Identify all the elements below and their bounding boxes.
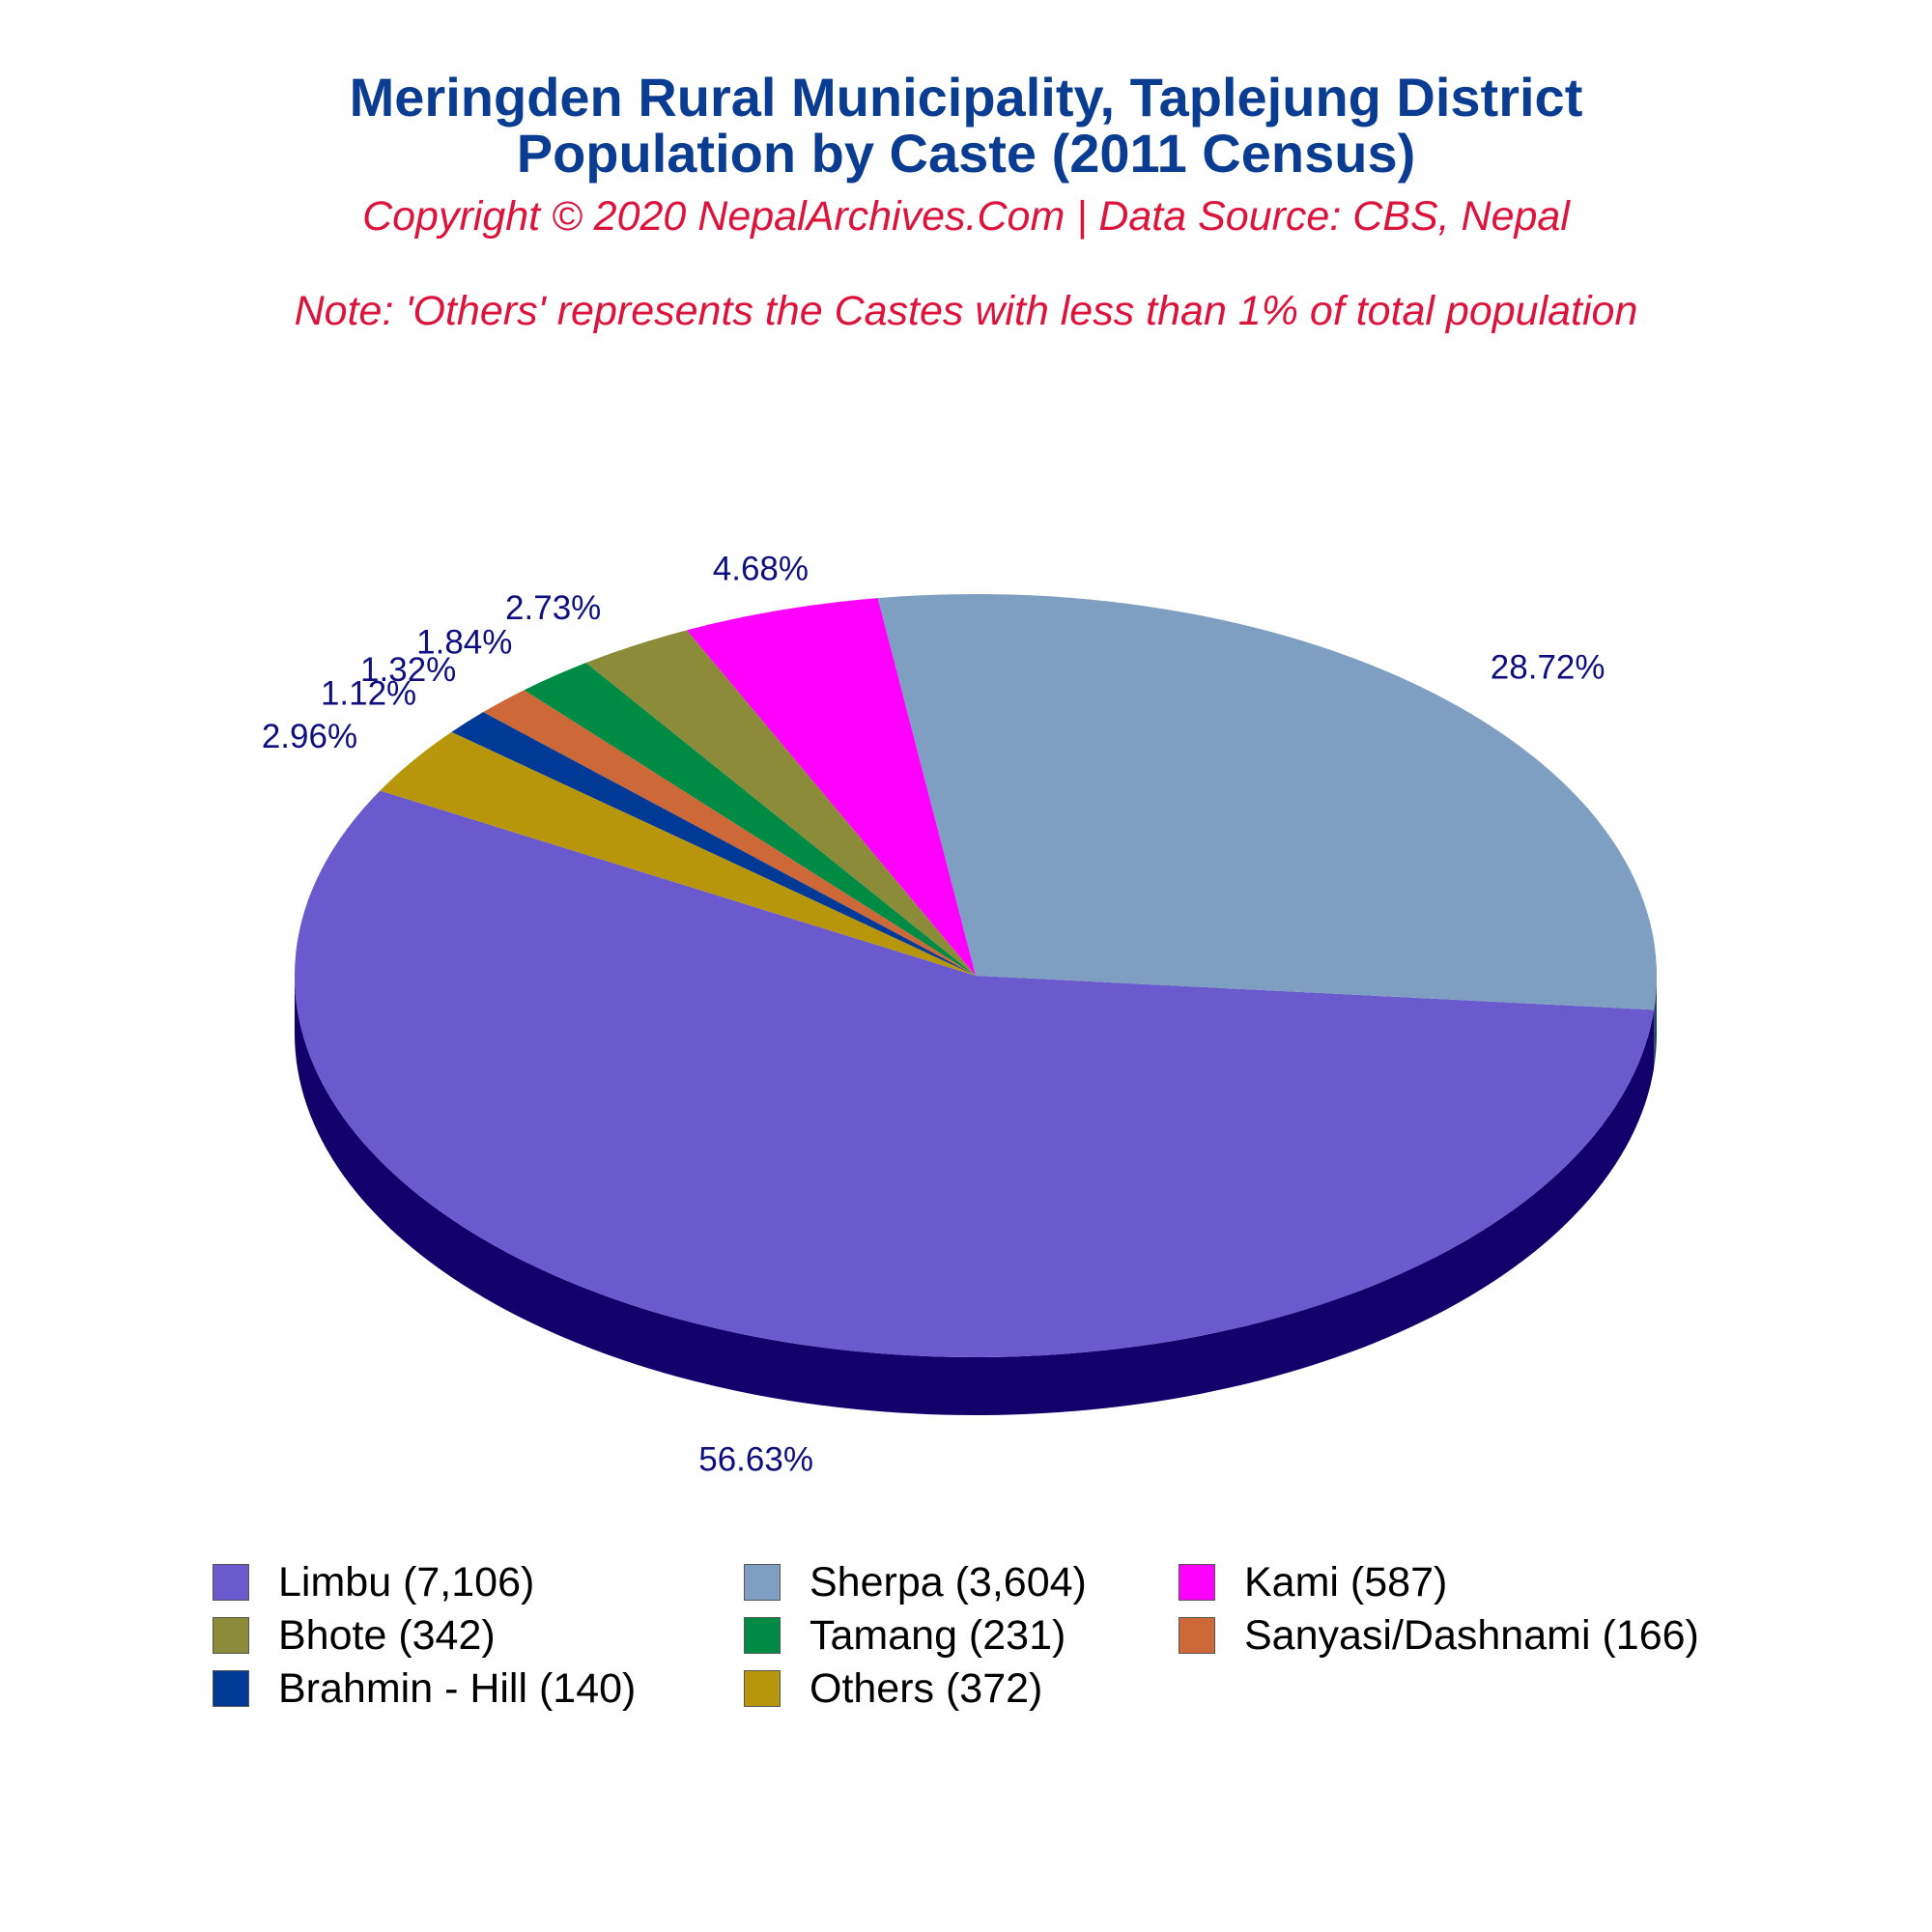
legend-label: Limbu (7,106) bbox=[278, 1558, 535, 1605]
legend-label: Kami (587) bbox=[1244, 1558, 1448, 1605]
legend-label: Tamang (231) bbox=[810, 1611, 1066, 1659]
legend-swatch bbox=[1179, 1617, 1215, 1654]
legend-swatch bbox=[213, 1617, 249, 1654]
pie-sides bbox=[295, 976, 1657, 1416]
pie-label-5: 1.32% bbox=[360, 651, 456, 689]
pie-side-1 bbox=[1654, 976, 1657, 1068]
pie-slices bbox=[295, 594, 1657, 1357]
pie-slice-6[interactable] bbox=[451, 712, 976, 976]
pie-label-3: 2.73% bbox=[505, 589, 601, 627]
pie-slice-2[interactable] bbox=[686, 598, 976, 976]
legend-swatch bbox=[213, 1564, 249, 1601]
pie-slice-5[interactable] bbox=[483, 690, 976, 976]
pie-label-0: 56.63% bbox=[698, 1441, 813, 1479]
legend-item: Brahmin - Hill (140) bbox=[213, 1663, 636, 1714]
legend-item: Sherpa (3,604) bbox=[744, 1557, 1087, 1607]
pie-slice-3[interactable] bbox=[585, 630, 976, 976]
copyright-text: Copyright © 2020 NepalArchives.Com | Dat… bbox=[362, 193, 1570, 240]
legend-item: Tamang (231) bbox=[744, 1610, 1065, 1661]
legend-label: Brahmin - Hill (140) bbox=[278, 1664, 637, 1712]
pie-label-6: 1.12% bbox=[321, 674, 416, 712]
pie-slice-4[interactable] bbox=[524, 663, 976, 976]
legend-swatch bbox=[744, 1617, 781, 1654]
legend-label: Others (372) bbox=[810, 1664, 1043, 1712]
legend-swatch bbox=[744, 1670, 781, 1707]
legend-swatch bbox=[213, 1670, 249, 1707]
legend-label: Sanyasi/Dashnami (166) bbox=[1244, 1611, 1699, 1659]
legend-item: Others (372) bbox=[744, 1663, 1042, 1714]
legend-swatch bbox=[744, 1564, 781, 1601]
pie-label-2: 4.68% bbox=[713, 551, 809, 588]
pie-label-7: 2.96% bbox=[262, 718, 357, 755]
legend-label: Sherpa (3,604) bbox=[810, 1558, 1087, 1605]
legend-swatch bbox=[1179, 1564, 1215, 1601]
pie-slice-1[interactable] bbox=[877, 594, 1657, 1010]
pie-slice-0[interactable] bbox=[295, 790, 1655, 1357]
pie-label-1: 28.72% bbox=[1491, 649, 1605, 687]
legend-item: Bhote (342) bbox=[213, 1610, 496, 1661]
legend-item: Sanyasi/Dashnami (166) bbox=[1179, 1610, 1699, 1661]
pie-labels: 56.63% 28.72% 4.68% 2.73%1.84%1.32%1.12% 2.9… bbox=[262, 551, 1605, 1479]
pie-slice-7[interactable] bbox=[380, 731, 977, 976]
pie-label-4: 1.84% bbox=[416, 623, 512, 661]
pie-chart: 56.63% 28.72% 4.68% 2.73%1.84%1.32%1.12% 2.9… bbox=[262, 551, 1657, 1479]
note-text: Note: 'Others' represents the Castes wit… bbox=[294, 288, 1638, 334]
legend-item: Limbu (7,106) bbox=[213, 1557, 534, 1607]
legend-label: Bhote (342) bbox=[278, 1611, 496, 1659]
chart-title-line2: Population by Caste (2011 Census) bbox=[516, 123, 1416, 184]
chart-title-line1: Meringden Rural Municipality, Taplejung … bbox=[349, 67, 1583, 128]
legend-item: Kami (587) bbox=[1179, 1557, 1447, 1607]
